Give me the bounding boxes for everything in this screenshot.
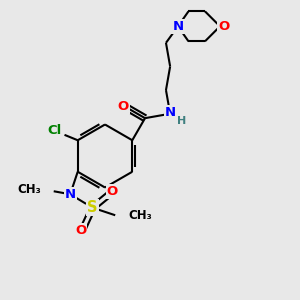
Text: N: N	[172, 20, 184, 33]
Text: N: N	[65, 188, 76, 201]
Text: CH₃: CH₃	[129, 209, 152, 222]
Text: Cl: Cl	[47, 124, 62, 137]
Text: S: S	[88, 200, 98, 215]
Text: O: O	[75, 224, 86, 237]
Text: N: N	[165, 106, 176, 119]
Text: H: H	[177, 116, 186, 126]
Text: O: O	[118, 100, 129, 113]
Text: CH₃: CH₃	[17, 183, 41, 196]
Text: O: O	[106, 185, 118, 198]
Text: O: O	[218, 20, 229, 33]
